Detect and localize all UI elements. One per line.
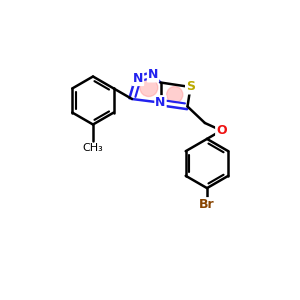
Text: N: N — [148, 68, 158, 82]
Text: O: O — [216, 124, 227, 137]
Text: CH₃: CH₃ — [82, 143, 103, 153]
Text: N: N — [155, 96, 166, 109]
Text: S: S — [186, 80, 195, 94]
Circle shape — [167, 86, 183, 103]
Text: N: N — [133, 72, 143, 85]
Circle shape — [140, 79, 158, 97]
Text: Br: Br — [199, 198, 215, 211]
